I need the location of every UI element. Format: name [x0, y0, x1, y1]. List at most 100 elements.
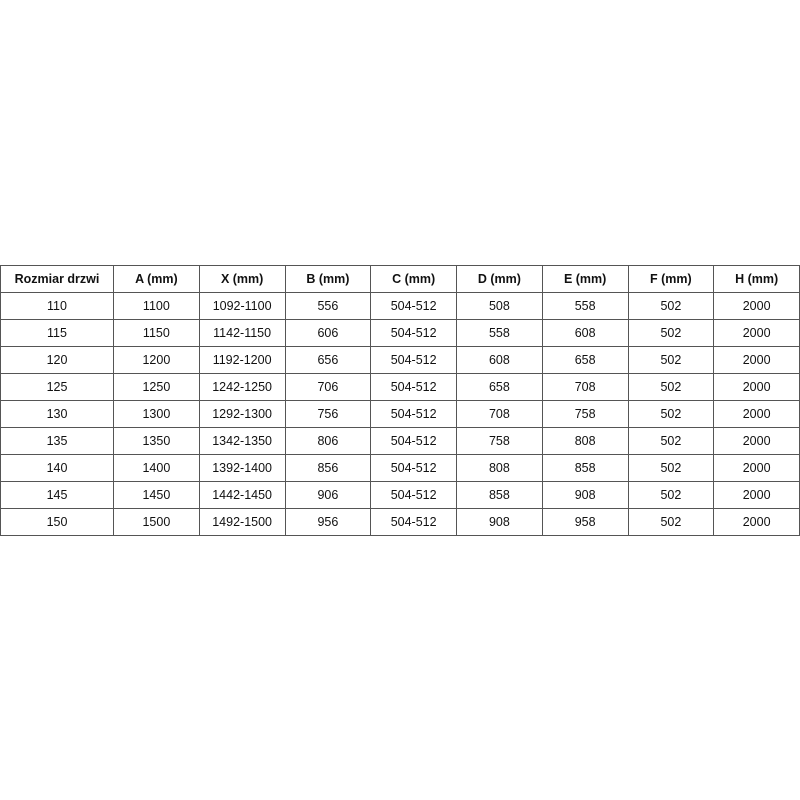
column-header: Rozmiar drzwi [0, 265, 114, 293]
table-cell: 504-512 [370, 400, 457, 428]
table-cell: 908 [541, 481, 629, 509]
table-cell: 502 [627, 400, 715, 428]
table-cell: 1150 [113, 319, 200, 347]
table-row: 135 1350 1342-1350 806 504-512 758 808 502 2000 [0, 427, 800, 455]
table-cell: 906 [284, 481, 372, 509]
table-cell: 502 [627, 319, 715, 347]
table-cell: 956 [284, 508, 372, 536]
table-cell: 504-512 [370, 319, 457, 347]
column-header: E (mm) [541, 265, 629, 293]
column-header: H (mm) [713, 265, 800, 293]
table-cell: 808 [456, 454, 543, 482]
table-row: 110 1100 1092-1100 556 504-512 508 558 502 2000 [0, 292, 800, 320]
table-cell: 1342-1350 [198, 427, 286, 455]
table-row: 140 1400 1392-1400 856 504-512 808 858 502 2000 [0, 454, 800, 482]
table-cell: 558 [541, 292, 629, 320]
table-cell: 758 [541, 400, 629, 428]
table-cell: 856 [284, 454, 372, 482]
column-header: X (mm) [198, 265, 286, 293]
table-cell: 556 [284, 292, 372, 320]
table-cell: 658 [456, 373, 543, 401]
table-cell: 1442-1450 [198, 481, 286, 509]
table-cell: 504-512 [370, 508, 457, 536]
table-cell: 1392-1400 [198, 454, 286, 482]
table-cell: 1350 [113, 427, 200, 455]
table-cell: 110 [0, 292, 114, 320]
table-cell: 2000 [713, 454, 800, 482]
table-cell: 502 [627, 427, 715, 455]
header-row: Rozmiar drzwi A (mm) X (mm) B (mm) C (mm) D (… [0, 265, 800, 293]
table-cell: 1142-1150 [198, 319, 286, 347]
table-cell: 504-512 [370, 373, 457, 401]
table-cell: 502 [627, 508, 715, 536]
table-cell: 808 [541, 427, 629, 455]
table-cell: 504-512 [370, 454, 457, 482]
table-cell: 858 [541, 454, 629, 482]
table-cell: 120 [0, 346, 114, 374]
table-cell: 2000 [713, 481, 800, 509]
door-size-table: Rozmiar drzwi A (mm) X (mm) B (mm) C (mm) D (… [0, 265, 800, 536]
table-cell: 706 [284, 373, 372, 401]
table-cell: 1500 [113, 508, 200, 536]
table-cell: 502 [627, 454, 715, 482]
table-cell: 508 [456, 292, 543, 320]
table-row: 120 1200 1192-1200 656 504-512 608 658 502 2000 [0, 346, 800, 374]
table-cell: 125 [0, 373, 114, 401]
table-cell: 2000 [713, 346, 800, 374]
column-header: A (mm) [113, 265, 200, 293]
table-cell: 656 [284, 346, 372, 374]
table-cell: 1200 [113, 346, 200, 374]
table-cell: 502 [627, 481, 715, 509]
table-row: 130 1300 1292-1300 756 504-512 708 758 502 2000 [0, 400, 800, 428]
table-cell: 502 [627, 373, 715, 401]
table-cell: 606 [284, 319, 372, 347]
table-cell: 145 [0, 481, 114, 509]
table-cell: 115 [0, 319, 114, 347]
table-cell: 608 [456, 346, 543, 374]
column-header: C (mm) [370, 265, 457, 293]
table-cell: 150 [0, 508, 114, 536]
table-cell: 1300 [113, 400, 200, 428]
table-cell: 130 [0, 400, 114, 428]
column-header: B (mm) [284, 265, 372, 293]
table-cell: 958 [541, 508, 629, 536]
table-cell: 756 [284, 400, 372, 428]
table-cell: 504-512 [370, 346, 457, 374]
table-cell: 504-512 [370, 427, 457, 455]
table-cell: 1250 [113, 373, 200, 401]
table-cell: 502 [627, 346, 715, 374]
table-cell: 658 [541, 346, 629, 374]
table-cell: 2000 [713, 292, 800, 320]
table-cell: 1100 [113, 292, 200, 320]
table-cell: 1400 [113, 454, 200, 482]
table-row: 115 1150 1142-1150 606 504-512 558 608 502 2000 [0, 319, 800, 347]
table-row: 125 1250 1242-1250 706 504-512 658 708 502 2000 [0, 373, 800, 401]
table-cell: 1492-1500 [198, 508, 286, 536]
table-cell: 1292-1300 [198, 400, 286, 428]
table-cell: 1242-1250 [198, 373, 286, 401]
table-cell: 608 [541, 319, 629, 347]
table-cell: 2000 [713, 400, 800, 428]
table-cell: 502 [627, 292, 715, 320]
table-cell: 1450 [113, 481, 200, 509]
table-cell: 1192-1200 [198, 346, 286, 374]
table-cell: 135 [0, 427, 114, 455]
table-cell: 2000 [713, 373, 800, 401]
table-cell: 504-512 [370, 292, 457, 320]
table-cell: 908 [456, 508, 543, 536]
table-row: 145 1450 1442-1450 906 504-512 858 908 502 2000 [0, 481, 800, 509]
table-cell: 806 [284, 427, 372, 455]
table-cell: 2000 [713, 508, 800, 536]
table-cell: 708 [541, 373, 629, 401]
column-header: F (mm) [627, 265, 715, 293]
table-cell: 858 [456, 481, 543, 509]
table-cell: 708 [456, 400, 543, 428]
table-cell: 2000 [713, 319, 800, 347]
table-cell: 1092-1100 [198, 292, 286, 320]
table-cell: 558 [456, 319, 543, 347]
column-header: D (mm) [456, 265, 543, 293]
table-cell: 2000 [713, 427, 800, 455]
table-cell: 140 [0, 454, 114, 482]
table-cell: 504-512 [370, 481, 457, 509]
table-cell: 758 [456, 427, 543, 455]
